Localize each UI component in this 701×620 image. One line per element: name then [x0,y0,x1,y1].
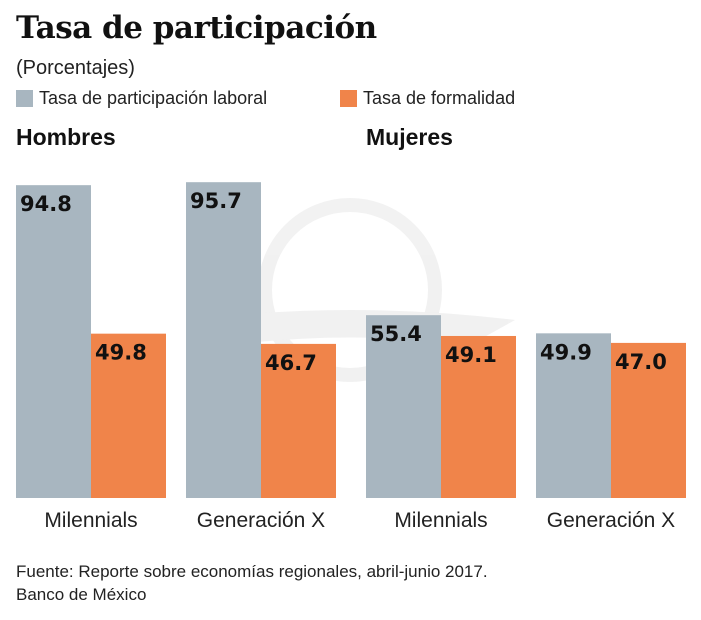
legend-item-formalidad: Tasa de formalidad [340,88,515,109]
source-line-2: Banco de México [16,585,147,604]
category-label: Generación X [197,509,325,532]
data-label: 49.9 [540,340,592,364]
bar-mujeres-1-1 [611,342,686,498]
bar-hombres-0-0 [16,185,91,498]
source-line-1: Fuente: Reporte sobre economías regional… [16,562,488,581]
category-label: Milennials [394,509,487,532]
data-label: 47.0 [615,350,667,374]
data-label: 49.8 [95,341,147,365]
chart-title: Tasa de participación [16,10,377,46]
legend-label: Tasa de participación laboral [39,88,268,108]
category-label: Milennials [44,509,137,532]
data-label: 94.8 [20,192,72,216]
legend-swatch-orange [340,90,357,107]
bar-hombres-1-1 [261,343,336,498]
chart-subtitle: (Porcentajes) [16,57,135,79]
data-label: 46.7 [265,351,317,375]
data-label: 49.1 [445,343,497,367]
data-label: 95.7 [190,189,242,213]
legend-swatch-gray [16,90,33,107]
panel-title-hombres: Hombres [16,124,116,150]
bar-hombres-0-1 [91,333,166,498]
bar-hombres-1-0 [186,182,261,498]
category-label: Generación X [547,509,675,532]
legend-label: Tasa de formalidad [363,88,516,108]
data-label: 55.4 [370,322,422,346]
panel-title-mujeres: Mujeres [366,124,453,150]
bar-mujeres-0-1 [441,335,516,498]
bar-mujeres-1-0 [536,333,611,498]
bar-mujeres-0-0 [366,315,441,498]
legend-item-participacion: Tasa de participación laboral [16,88,267,109]
